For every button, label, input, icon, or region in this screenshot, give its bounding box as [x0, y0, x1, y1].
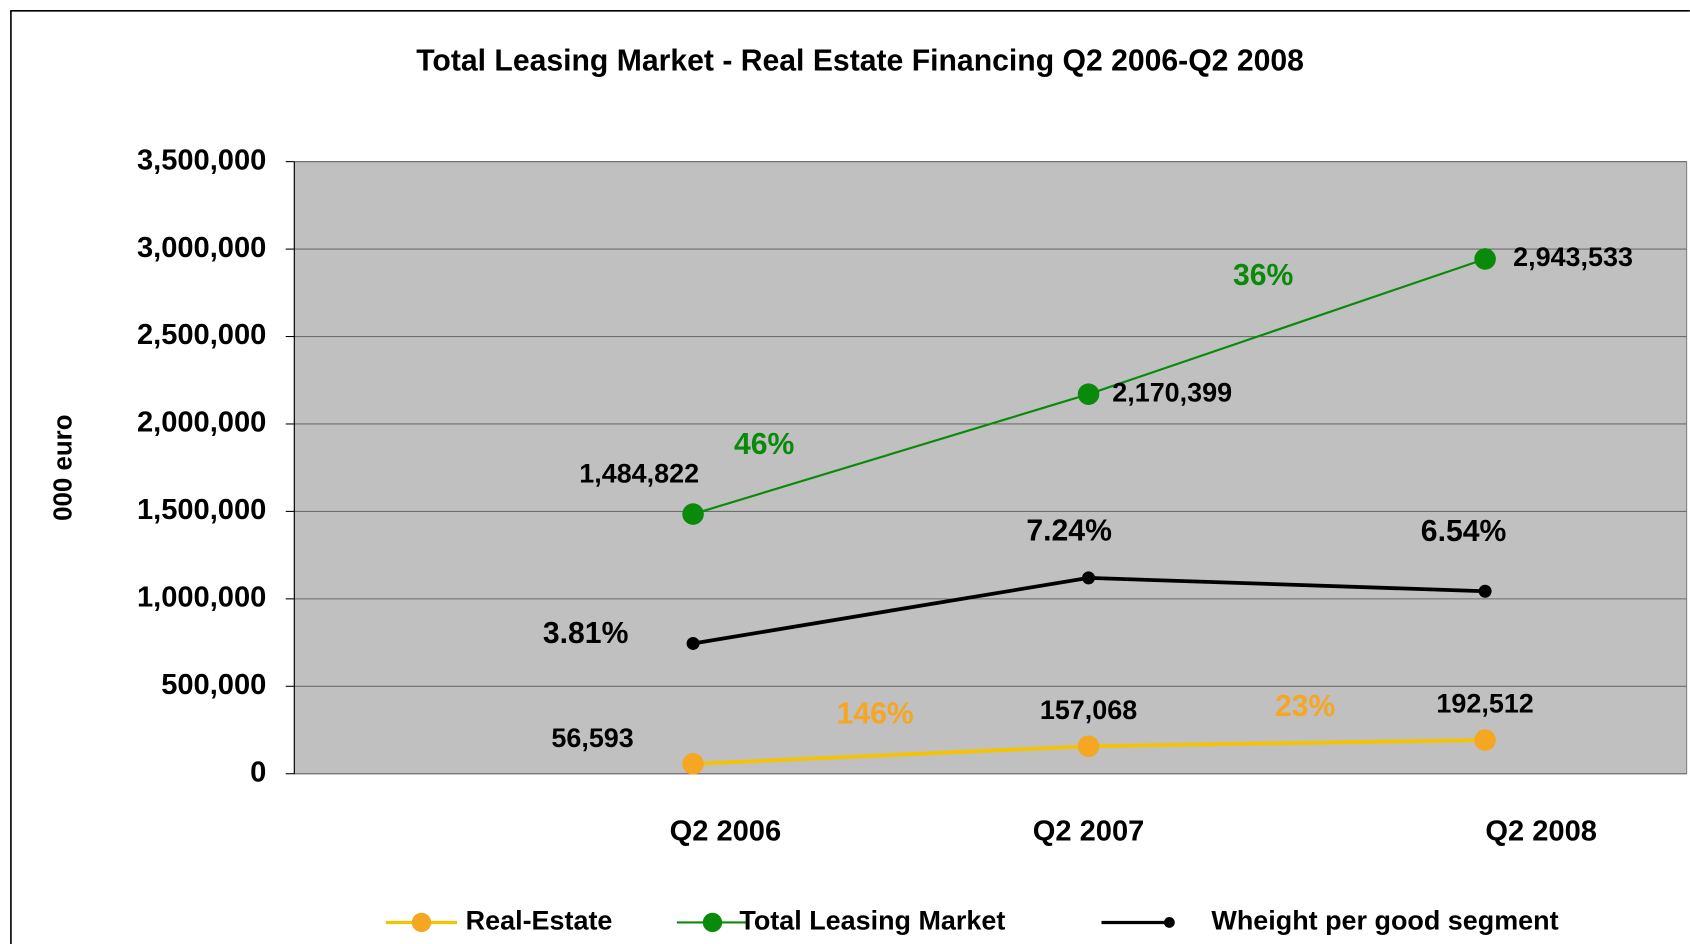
data-label: 7.24%: [1026, 515, 1112, 548]
series-marker: [1077, 735, 1100, 758]
y-tick-label: 2,500,000: [137, 319, 266, 351]
annotation: 36%: [1233, 259, 1294, 292]
legend-label: Wheight per good segment: [1211, 906, 1558, 936]
series-marker: [1077, 383, 1100, 405]
legend-label: Real-Estate: [466, 906, 613, 936]
series-marker: [1474, 729, 1496, 751]
series-marker: [686, 637, 700, 650]
data-label: 2,170,399: [1112, 377, 1232, 407]
y-tick-label: 500,000: [161, 669, 266, 701]
y-tick-label: 0: [250, 756, 266, 788]
series-marker: [1474, 248, 1496, 270]
data-label: 157,068: [1040, 695, 1137, 725]
y-tick-label: 3,000,000: [137, 232, 266, 264]
data-label: 3.81%: [543, 617, 629, 650]
y-tick-label: 3,500,000: [137, 144, 266, 176]
legend-marker: [1163, 917, 1175, 928]
data-label: 6.54%: [1421, 515, 1507, 548]
legend-marker: [702, 912, 723, 933]
x-tick-label: Q2 2008: [1485, 816, 1597, 848]
series-marker: [682, 753, 704, 775]
chart-title: Total Leasing Market - Real Estate Finan…: [416, 44, 1304, 77]
data-label: 1,484,822: [579, 458, 699, 488]
series-marker: [682, 503, 704, 525]
series-marker: [1478, 584, 1492, 598]
data-label: 192,512: [1436, 689, 1533, 719]
annotation: 23%: [1275, 690, 1336, 723]
chart-border: [10, 9, 1690, 944]
annotation: 46%: [734, 428, 795, 461]
y-tick-label: 2,000,000: [137, 407, 266, 439]
y-tick-label: 1,000,000: [137, 582, 266, 614]
x-tick-label: Q2 2007: [1033, 816, 1145, 848]
x-tick-label: Q2 2006: [670, 816, 782, 848]
legend-label: Total Leasing Market: [739, 906, 1005, 936]
y-tick-label: 1,500,000: [137, 494, 266, 526]
y-axis-label: 000 euro: [50, 415, 78, 521]
series-marker: [1082, 571, 1096, 585]
data-label: 2,943,533: [1513, 242, 1633, 272]
annotation: 146%: [837, 698, 914, 731]
legend-marker: [411, 912, 432, 933]
data-label: 56,593: [551, 723, 633, 753]
